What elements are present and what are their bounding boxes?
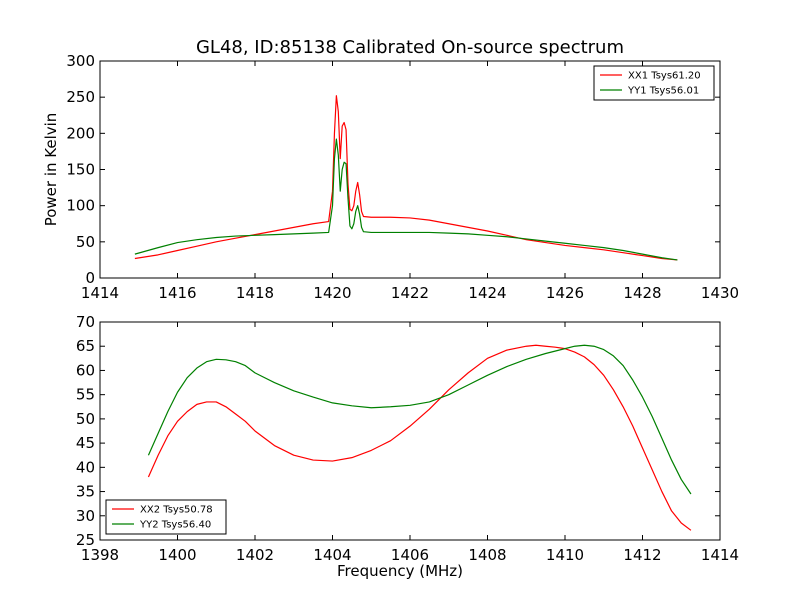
y-tick-label: 60 xyxy=(76,361,95,379)
y-tick-label: 250 xyxy=(66,88,95,106)
top-panel: 1414 1416 1418 1420 1422 1424 1426 1428 1430 0 50 1… xyxy=(42,52,739,302)
legend-label-1: XX2 Tsys50.78 xyxy=(140,505,213,516)
x-tick-label: 1412 xyxy=(623,546,661,564)
x-tick-label: 1426 xyxy=(546,284,584,302)
y-tick-label: 50 xyxy=(76,233,95,251)
x-tick-label: 1402 xyxy=(236,546,274,564)
y-tick-label: 25 xyxy=(76,531,95,549)
series-line-1 xyxy=(147,344,692,531)
x-axis-label: Frequency (MHz) xyxy=(337,562,463,580)
y-tick-label: 100 xyxy=(66,197,95,215)
x-tick-label: 1420 xyxy=(313,284,351,302)
x-tick-label: 1404 xyxy=(313,546,351,564)
y-tick-label: 200 xyxy=(66,124,95,142)
legend-label-2: YY2 Tsys56.40 xyxy=(139,520,211,531)
legend: XX1 Tsys61.20 YY1 Tsys56.01 xyxy=(593,65,715,101)
x-tick-label: 1408 xyxy=(468,546,506,564)
y-tick-label: 65 xyxy=(76,337,95,355)
y-tick-label: 300 xyxy=(66,52,95,70)
y-tick-label: 0 xyxy=(85,269,95,287)
series-line-1 xyxy=(134,95,678,261)
legend-label-1: XX1 Tsys61.20 xyxy=(628,71,701,82)
x-tick-label: 1422 xyxy=(391,284,429,302)
legend: XX2 Tsys50.78 YY2 Tsys56.40 xyxy=(105,499,227,535)
y-tick-label: 40 xyxy=(76,458,95,476)
bottom-panel: 1398 1400 1402 1404 1406 1408 1410 1412 1414 25 30… xyxy=(76,313,739,580)
legend-box xyxy=(593,65,715,101)
y-tick-label: 45 xyxy=(76,434,95,452)
y-tick-label: 55 xyxy=(76,386,95,404)
legend-label-2: YY1 Tsys56.01 xyxy=(627,86,699,97)
x-tick-label: 1406 xyxy=(391,546,429,564)
chart-title: GL48, ID:85138 Calibrated On-source spec… xyxy=(196,37,624,58)
y-tick-label: 150 xyxy=(66,161,95,179)
x-tick-label: 1430 xyxy=(701,284,739,302)
y-tick-label: 50 xyxy=(76,410,95,428)
series-line-2 xyxy=(134,138,678,261)
y-tick-label: 30 xyxy=(76,507,95,525)
x-tick-label: 1416 xyxy=(158,284,196,302)
x-tick-label: 1414 xyxy=(701,546,739,564)
y-tick-label: 35 xyxy=(76,483,95,501)
x-tick-label: 1410 xyxy=(546,546,584,564)
x-tick-label: 1398 xyxy=(81,546,119,564)
x-tick-label: 1418 xyxy=(236,284,274,302)
x-tick-label: 1428 xyxy=(623,284,661,302)
series-line-2 xyxy=(147,344,692,495)
x-tick-label: 1424 xyxy=(468,284,506,302)
legend-box xyxy=(105,499,227,535)
y-tick-label: 70 xyxy=(76,313,95,331)
x-tick-label: 1400 xyxy=(158,546,196,564)
y-axis-label: Power in Kelvin xyxy=(42,113,60,227)
x-tick-label: 1414 xyxy=(81,284,119,302)
